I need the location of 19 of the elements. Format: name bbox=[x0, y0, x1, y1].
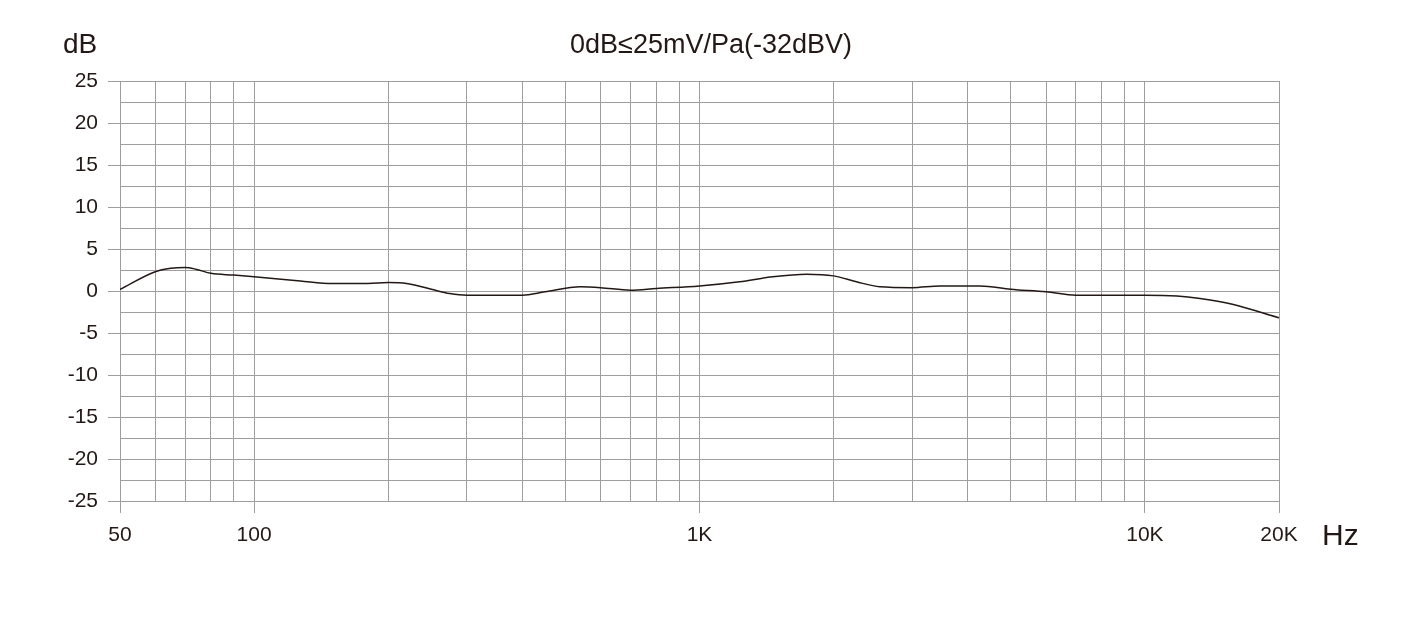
y-tick-label: 5 bbox=[86, 235, 98, 259]
x-axis-title: Hz bbox=[1322, 518, 1359, 551]
y-axis-title: dB bbox=[63, 28, 98, 59]
x-tick-label: 100 bbox=[236, 522, 272, 546]
chart-title: 0dB≤25mV/Pa(-32dBV) bbox=[570, 29, 852, 59]
y-tick-label: 25 bbox=[74, 67, 98, 91]
y-tick-label: 0 bbox=[86, 277, 98, 301]
x-tick-label: 20K bbox=[1260, 522, 1298, 546]
x-tick-label: 50 bbox=[108, 522, 132, 546]
y-tick-label: -20 bbox=[67, 445, 98, 469]
y-tick-label: 10 bbox=[74, 193, 98, 217]
y-tick-label: 15 bbox=[74, 151, 98, 175]
x-tick-label: 1K bbox=[686, 522, 713, 546]
y-tick-label: -5 bbox=[79, 319, 98, 343]
y-tick-label: -10 bbox=[67, 361, 98, 385]
x-tick-label: 10K bbox=[1126, 522, 1164, 546]
y-tick-label: -15 bbox=[67, 403, 98, 427]
y-tick-label: -25 bbox=[67, 487, 98, 511]
y-tick-label: 20 bbox=[74, 109, 98, 133]
